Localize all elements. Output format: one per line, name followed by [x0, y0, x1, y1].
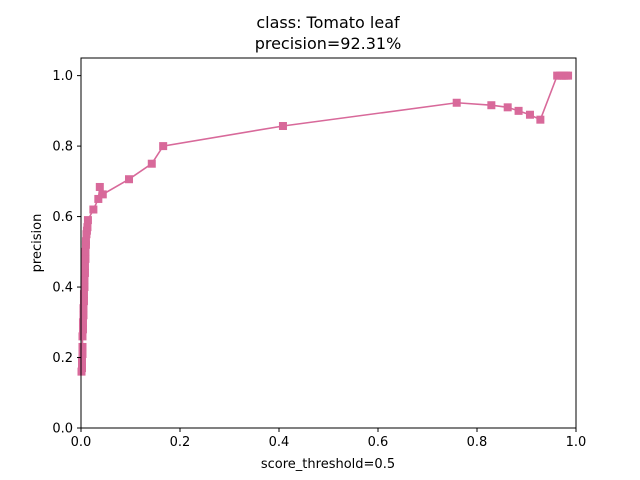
- x-tick-label: 0.8: [467, 435, 488, 450]
- data-point-marker: [159, 142, 168, 151]
- data-point-marker: [80, 268, 89, 277]
- data-point-marker: [452, 98, 461, 107]
- axis-ticks: 0.0 0.2 0.4 0.6 0.8 1.0 0.0 0.2 0.4 0.6 0.8 1.0: [52, 69, 586, 450]
- data-point-marker: [78, 342, 87, 351]
- data-point-marker: [98, 190, 107, 199]
- y-tick-label: 0.0: [52, 422, 73, 437]
- data-point-marker: [525, 110, 534, 119]
- data-point-marker: [83, 223, 92, 232]
- data-series: [77, 71, 573, 376]
- x-tick-label: 0.0: [71, 435, 92, 450]
- data-point-marker: [80, 283, 89, 292]
- data-point-marker: [81, 247, 90, 256]
- data-point-marker: [83, 216, 92, 225]
- x-tick-label: 0.4: [269, 435, 290, 450]
- data-point-marker: [94, 194, 103, 203]
- chart-title-line1: class: Tomato leaf: [256, 13, 400, 32]
- data-point-marker: [78, 332, 87, 341]
- x-tick-label: 0.6: [368, 435, 389, 450]
- data-point-marker: [78, 325, 87, 334]
- y-tick-label: 0.4: [52, 281, 73, 296]
- data-point-marker: [78, 350, 87, 358]
- data-point-marker: [503, 103, 512, 112]
- x-tick-label: 1.0: [566, 435, 587, 450]
- data-point-marker: [79, 290, 88, 299]
- data-point-marker: [81, 254, 90, 263]
- data-point-marker: [536, 115, 545, 124]
- data-point-marker: [278, 122, 287, 131]
- y-tick-label: 0.8: [52, 140, 73, 155]
- data-point-marker: [81, 237, 90, 246]
- data-point-marker: [89, 205, 98, 214]
- data-point-marker: [78, 318, 87, 327]
- y-tick-label: 1.0: [52, 69, 73, 84]
- y-tick-label: 0.6: [52, 210, 73, 225]
- y-tick-label: 0.2: [52, 351, 73, 366]
- data-point-marker: [487, 101, 496, 110]
- y-axis-label: precision: [30, 214, 45, 273]
- data-point-marker: [80, 261, 89, 270]
- data-point-marker: [147, 159, 156, 168]
- chart-title-line2: precision=92.31%: [255, 34, 402, 53]
- data-point-marker: [79, 297, 88, 306]
- data-point-marker: [125, 175, 134, 184]
- data-point-marker: [79, 311, 88, 320]
- data-point-marker: [514, 106, 523, 115]
- data-point-marker: [77, 357, 86, 366]
- data-point-marker: [77, 364, 86, 373]
- data-point-marker: [80, 276, 89, 284]
- axes-frame: [80, 57, 577, 429]
- data-point-marker: [79, 304, 88, 313]
- data-point-marker: [95, 182, 104, 191]
- data-point-marker: [564, 71, 573, 80]
- x-axis-label: score_threshold=0.5: [261, 457, 395, 472]
- x-tick-label: 0.2: [170, 435, 191, 450]
